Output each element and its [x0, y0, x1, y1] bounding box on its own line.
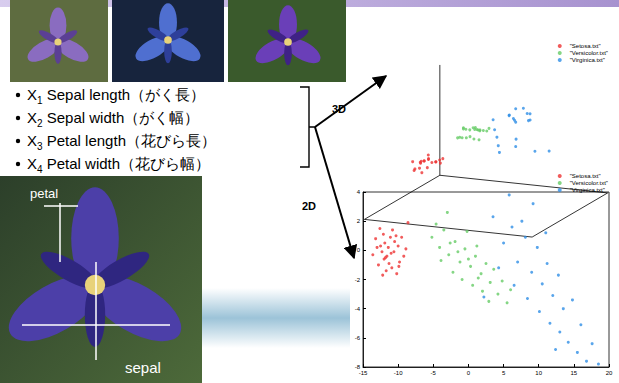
svg-text:X1 Sepal length（がく長）: X1 Sepal length（がく長）	[27, 86, 205, 106]
svg-text:20: 20	[606, 370, 613, 376]
svg-text:2D: 2D	[302, 200, 316, 212]
svg-text:"Setosa.txt": "Setosa.txt"	[570, 43, 601, 49]
svg-text:X3 Petal length（花びら長）: X3 Petal length（花びら長）	[27, 132, 216, 152]
svg-text:5: 5	[502, 370, 506, 376]
svg-text:-10: -10	[394, 370, 403, 376]
svg-text:sepal: sepal	[125, 359, 161, 376]
svg-text:-6: -6	[355, 335, 361, 341]
svg-text:15: 15	[571, 370, 578, 376]
svg-text:"Setosa.txt": "Setosa.txt"	[570, 173, 601, 179]
svg-text:"Virginica.txt": "Virginica.txt"	[570, 57, 605, 63]
svg-text:X4 Petal width（花びら幅）: X4 Petal width（花びら幅）	[27, 155, 210, 175]
svg-text:-15: -15	[359, 370, 368, 376]
svg-text:-4: -4	[355, 306, 361, 312]
svg-text:"Versicolor.txt": "Versicolor.txt"	[570, 50, 608, 56]
svg-text:petal: petal	[30, 186, 58, 201]
svg-text:0: 0	[467, 370, 471, 376]
svg-text:2: 2	[357, 218, 361, 224]
svg-text:3D: 3D	[332, 103, 346, 115]
svg-text:-8: -8	[354, 364, 360, 370]
svg-text:10: 10	[535, 370, 542, 376]
svg-text:"Versicolor.txt": "Versicolor.txt"	[570, 180, 608, 186]
svg-text:"Virginica.txt": "Virginica.txt"	[570, 187, 605, 193]
svg-text:-2: -2	[355, 277, 361, 283]
svg-text:-5: -5	[431, 370, 437, 376]
svg-text:0: 0	[357, 247, 361, 253]
svg-text:X2 Sepal width（がく幅）: X2 Sepal width（がく幅）	[27, 109, 199, 129]
svg-text:4: 4	[357, 189, 361, 195]
